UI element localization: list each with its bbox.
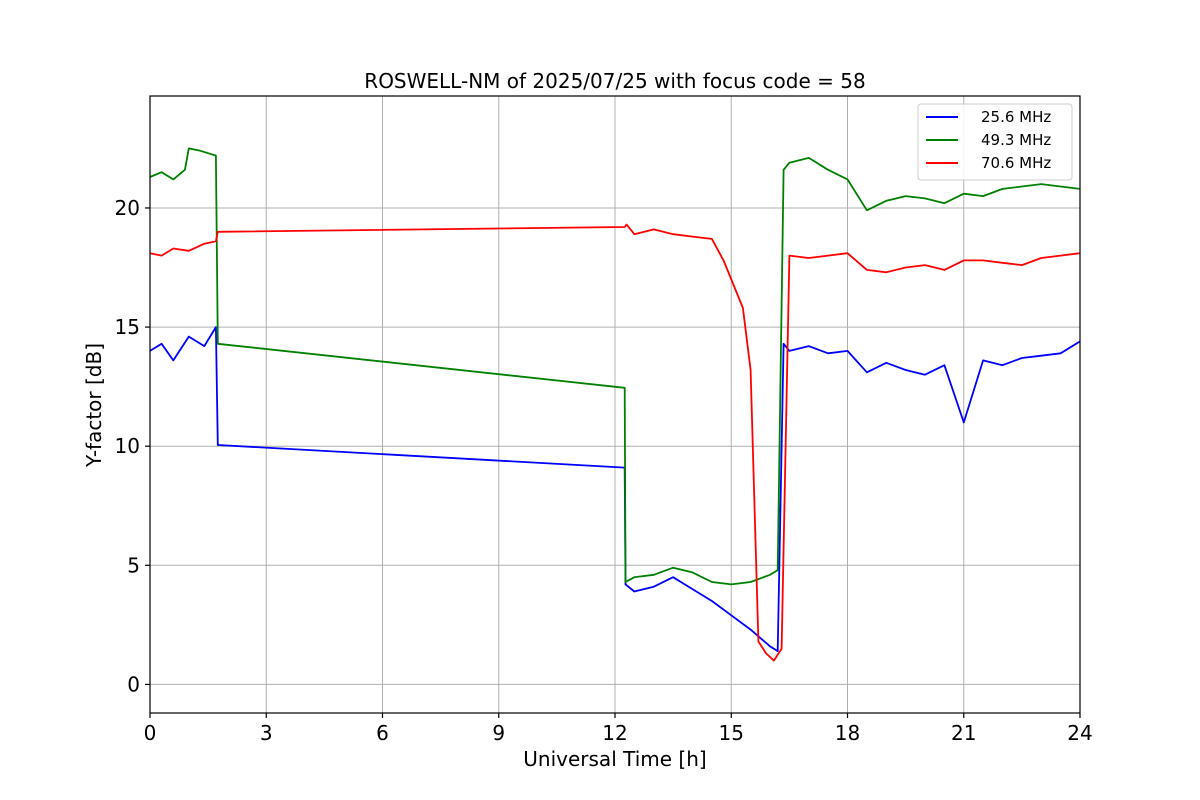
x-tick-label: 6: [376, 721, 389, 745]
legend-entry: 70.6 MHz: [926, 154, 1051, 172]
legend-box: [917, 103, 1073, 181]
x-axis-title: Universal Time [h]: [523, 747, 706, 771]
series-line-49.3-mhz: [149, 147, 1081, 586]
y-tick-label: 0: [127, 672, 140, 696]
x-tick-label: 18: [835, 721, 860, 745]
x-tick-label: 12: [602, 721, 627, 745]
y-axis-title: Y-factor [dB]: [82, 343, 106, 468]
y-tick-label: 10: [115, 434, 140, 458]
x-tick-label: 3: [260, 721, 273, 745]
y-tick-label: 15: [115, 315, 140, 339]
legend-label: 25.6 MHz: [981, 108, 1051, 126]
y-tick-label: 20: [115, 196, 140, 220]
y-tick-label: 5: [127, 553, 140, 577]
x-tick-label: 24: [1067, 721, 1092, 745]
series-line-25.6-mhz: [149, 326, 1081, 652]
legend-entry: 25.6 MHz: [926, 108, 1051, 126]
legend-entry: 49.3 MHz: [926, 131, 1051, 149]
x-tick-label: 9: [492, 721, 505, 745]
x-tick-label: 0: [144, 721, 157, 745]
legend: 25.6 MHz 49.3 MHz 70.6 MHz: [917, 103, 1073, 181]
x-tick-label: 21: [951, 721, 976, 745]
series-layer: [149, 147, 1081, 662]
legend-label: 49.3 MHz: [981, 131, 1051, 149]
series-line-70.6-mhz: [149, 223, 1081, 662]
ticks: 0 3 6 9 12 15 18 21 24 0 5 10 15 20: [115, 196, 1093, 745]
legend-label: 70.6 MHz: [981, 154, 1051, 172]
chart-title: ROSWELL-NM of 2025/07/25 with focus code…: [364, 69, 865, 93]
x-tick-label: 15: [719, 721, 744, 745]
